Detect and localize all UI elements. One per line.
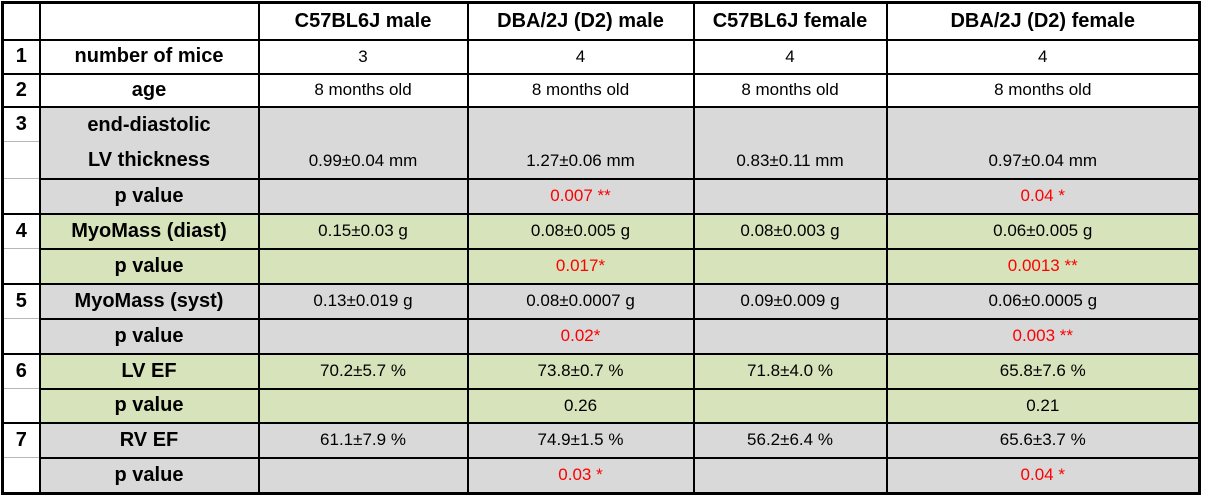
row-label: RV EF xyxy=(38,421,260,459)
row-label: MyoMass (diast) xyxy=(38,212,260,250)
table-row: 4 MyoMass (diast) 0.15±0.03 g 0.08±0.005… xyxy=(1,212,1201,250)
value-cell: 4 xyxy=(885,38,1201,75)
row-number-blank xyxy=(1,457,41,495)
p-value-cell: 0.02* xyxy=(466,317,695,355)
value-cell: 56.2±6.4 % xyxy=(692,421,888,459)
p-value-label: p value xyxy=(38,177,260,215)
row-label-line2: LV thickness xyxy=(88,148,210,171)
row-number-blank xyxy=(1,141,41,179)
p-value-cell xyxy=(692,247,888,285)
value-cell: 1.27±0.06 mm xyxy=(466,105,695,180)
p-value-row: p value 0.02* 0.003 ** xyxy=(1,317,1201,355)
value-cell: 8 months old xyxy=(692,72,888,108)
p-value-cell xyxy=(692,177,888,215)
table-row: 5 MyoMass (syst) 0.13±0.019 g 0.08±0.000… xyxy=(1,282,1201,320)
header-corner-num xyxy=(1,1,41,41)
value-cell: 8 months old xyxy=(466,72,695,108)
value-cell: 0.08±0.005 g xyxy=(466,212,695,250)
header-row: C57BL6J male DBA/2J (D2) male C57BL6J fe… xyxy=(1,1,1201,41)
value-cell: 0.06±0.005 g xyxy=(885,212,1201,250)
p-value-cell: 0.003 ** xyxy=(885,317,1201,355)
p-value-row: p value 0.26 0.21 xyxy=(1,387,1201,424)
p-value-row: p value 0.03 * 0.04 * xyxy=(1,456,1201,495)
value-cell: 73.8±0.7 % xyxy=(466,352,695,390)
row-label: age xyxy=(38,72,260,108)
p-value-cell: 0.0013 ** xyxy=(885,247,1201,285)
value-cell: 65.6±3.7 % xyxy=(885,421,1201,459)
column-header-dba2j-female: DBA/2J (D2) female xyxy=(885,1,1201,41)
row-number-blank xyxy=(1,178,41,215)
p-value-cell xyxy=(257,247,469,285)
table-row: 3 end-diastolic LV thickness 0.99±0.04 m… xyxy=(1,105,1201,180)
value-cell: 61.1±7.9 % xyxy=(257,421,469,459)
value-cell: 4 xyxy=(692,38,888,75)
p-value-cell xyxy=(692,317,888,355)
value-cell: 0.08±0.0007 g xyxy=(466,282,695,320)
value-cell: 71.8±4.0 % xyxy=(692,352,888,390)
p-value-cell xyxy=(692,456,888,495)
value-cell: 8 months old xyxy=(885,72,1201,108)
p-value-cell: 0.26 xyxy=(466,387,695,424)
table-row: 7 RV EF 61.1±7.9 % 74.9±1.5 % 56.2±6.4 %… xyxy=(1,421,1201,459)
p-value-cell xyxy=(257,387,469,424)
row-number: 4 xyxy=(1,212,41,249)
p-value-row: p value 0.017* 0.0013 ** xyxy=(1,247,1201,285)
table-row: 6 LV EF 70.2±5.7 % 73.8±0.7 % 71.8±4.0 %… xyxy=(1,352,1201,390)
value-cell: 0.06±0.0005 g xyxy=(885,282,1201,320)
row-label: number of mice xyxy=(38,38,260,75)
value-cell: 0.99±0.04 mm xyxy=(257,105,469,180)
row-number-blank xyxy=(1,388,41,424)
p-value-cell: 0.017* xyxy=(466,247,695,285)
value-cell: 70.2±5.7 % xyxy=(257,352,469,390)
p-value-cell xyxy=(257,177,469,215)
p-value-label: p value xyxy=(38,456,260,495)
column-header-c57bl6j-male: C57BL6J male xyxy=(257,1,469,41)
row-number: 5 xyxy=(1,282,41,319)
row-label: MyoMass (syst) xyxy=(38,282,260,320)
p-value-cell xyxy=(257,317,469,355)
value-cell: 4 xyxy=(466,38,695,75)
value-cell: 0.15±0.03 g xyxy=(257,212,469,250)
table-row: 1 number of mice 3 4 4 4 xyxy=(1,38,1201,75)
row-number: 1 xyxy=(1,38,41,75)
p-value-label: p value xyxy=(38,387,260,424)
value-cell: 8 months old xyxy=(257,72,469,108)
header-corner-label xyxy=(38,1,260,41)
row-label: end-diastolic LV thickness xyxy=(38,105,260,180)
row-number-blank xyxy=(1,248,41,285)
p-value-cell xyxy=(257,456,469,495)
row-number: 6 xyxy=(1,352,41,389)
value-cell: 0.97±0.04 mm xyxy=(885,105,1201,180)
value-cell: 0.83±0.11 mm xyxy=(692,105,888,180)
row-label: LV EF xyxy=(38,352,260,390)
p-value-label: p value xyxy=(38,247,260,285)
table-row: 2 age 8 months old 8 months old 8 months… xyxy=(1,72,1201,108)
row-number: 2 xyxy=(1,72,41,108)
table-row-continuation xyxy=(1,141,1200,179)
p-value-cell: 0.007 ** xyxy=(466,177,695,215)
row-number-blank xyxy=(1,318,41,355)
value-cell: 3 xyxy=(257,38,469,75)
p-value-row: p value 0.007 ** 0.04 * xyxy=(1,177,1201,215)
value-cell: 0.08±0.003 g xyxy=(692,212,888,250)
p-value-cell: 0.04 * xyxy=(885,456,1201,495)
p-value-cell: 0.21 xyxy=(885,387,1201,424)
row-number: 3 xyxy=(1,105,41,143)
p-value-label: p value xyxy=(38,317,260,355)
column-header-c57bl6j-female: C57BL6J female xyxy=(692,1,888,41)
p-value-cell xyxy=(692,387,888,424)
value-cell: 74.9±1.5 % xyxy=(466,421,695,459)
row-number: 7 xyxy=(1,421,41,458)
p-value-cell: 0.03 * xyxy=(466,456,695,495)
value-cell: 65.8±7.6 % xyxy=(885,352,1201,390)
value-cell: 0.09±0.009 g xyxy=(692,282,888,320)
p-value-cell: 0.04 * xyxy=(885,177,1201,215)
column-header-dba2j-male: DBA/2J (D2) male xyxy=(466,1,695,41)
row-label-line1: end-diastolic xyxy=(87,113,211,136)
value-cell: 0.13±0.019 g xyxy=(257,282,469,320)
